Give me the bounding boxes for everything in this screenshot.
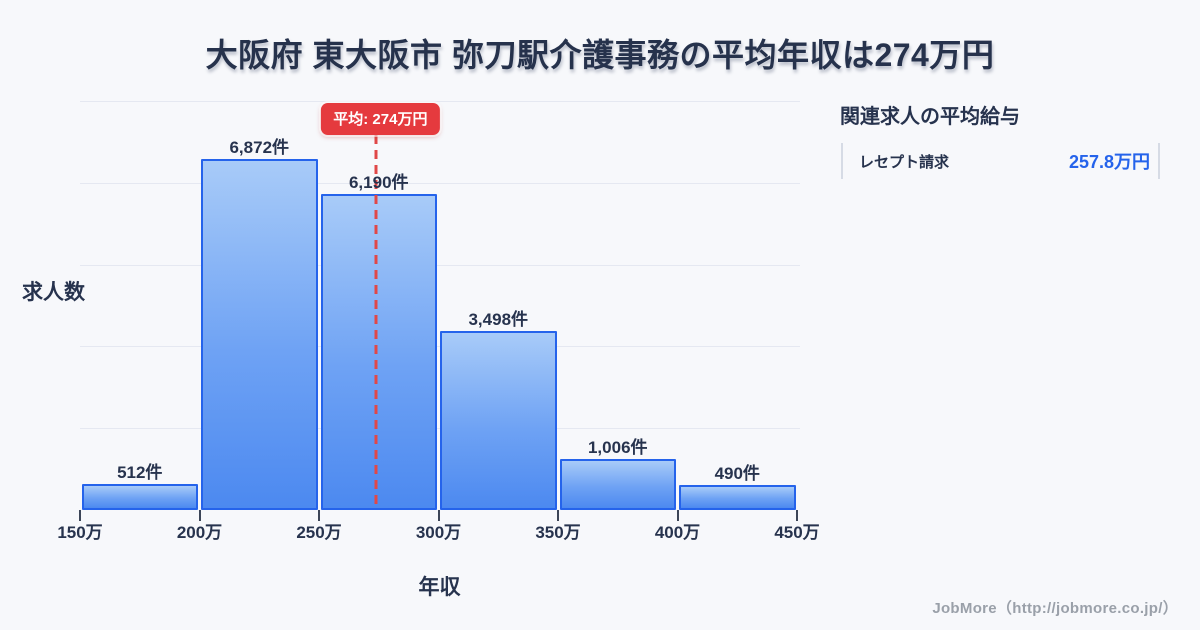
x-axis-tick: [437, 510, 440, 521]
x-axis-tick: [79, 510, 81, 521]
salary-row-label: レセプト請求: [859, 153, 950, 171]
bar-value-label: 512件: [117, 463, 163, 482]
grid-line: [80, 264, 800, 266]
bar-value-label: 490件: [714, 464, 760, 483]
panel-heading: 関連求人の平均給与: [840, 106, 1020, 128]
x-axis-tick-label: 450万: [774, 523, 820, 542]
histogram-bar: [440, 331, 557, 510]
histogram-bar: [559, 459, 676, 510]
x-axis-tick: [676, 510, 679, 521]
x-axis-tick: [198, 510, 201, 521]
grid-line: [80, 101, 800, 102]
histogram-bar: [201, 159, 318, 510]
average-line: [374, 135, 378, 510]
bar-value-label: 6,872件: [229, 138, 290, 157]
bar-value-label: 1,006件: [587, 438, 648, 457]
related-salary-panel: 関連求人の平均給与 レセプト請求 257.8万円: [840, 100, 1162, 179]
footer-credit: JobMore（http://jobmore.co.jp/）: [932, 600, 1178, 617]
x-axis-tick-label: 150万: [57, 523, 103, 542]
histogram-bar: [320, 194, 437, 510]
x-axis-tick-label: 250万: [296, 523, 342, 542]
salary-row-value: 257.8万円: [1068, 152, 1150, 172]
histogram-bar: [81, 484, 198, 510]
x-axis-tick-label: 350万: [535, 523, 581, 542]
histogram-bar: [679, 485, 796, 510]
bar-value-label: 3,498件: [468, 310, 529, 329]
bar-value-label: 6,190件: [348, 173, 409, 192]
x-axis-tick-label: 200万: [176, 523, 223, 542]
x-axis-tick: [557, 510, 559, 521]
salary-row: レセプト請求 257.8万円: [841, 143, 1160, 179]
average-badge: 平均: 274万円: [321, 103, 440, 135]
x-axis-tick-label: 300万: [415, 523, 462, 542]
page-title: 大阪府 東大阪市 弥刀駅介護事務の平均年収は274万円: [205, 37, 995, 73]
grid-line: [80, 182, 800, 184]
x-axis-label: 年収: [418, 576, 461, 599]
x-axis-tick-label: 400万: [654, 523, 701, 542]
x-axis-tick: [318, 510, 320, 521]
y-axis-label: 求人数: [22, 281, 85, 304]
x-axis-tick: [796, 510, 798, 521]
